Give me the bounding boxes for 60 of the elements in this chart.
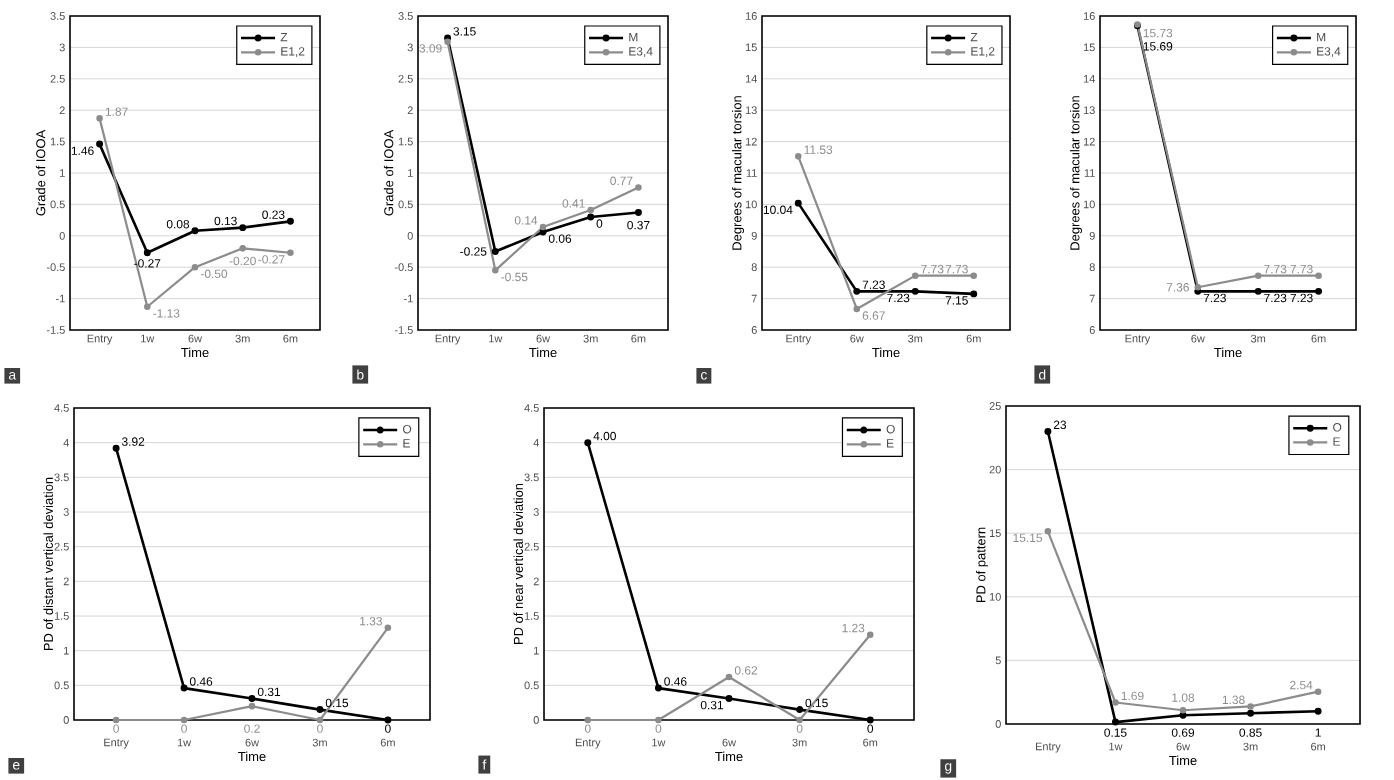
- point: [634, 209, 642, 217]
- point: [384, 624, 392, 632]
- point: [866, 631, 874, 639]
- point: [180, 684, 188, 692]
- point: [866, 716, 874, 724]
- point: [384, 716, 392, 724]
- point: [112, 716, 120, 724]
- point: [970, 272, 978, 279]
- point: [584, 716, 592, 724]
- point: [1247, 709, 1255, 717]
- point: [970, 290, 978, 298]
- point: [191, 227, 199, 235]
- point: [287, 249, 294, 257]
- point: [143, 249, 151, 257]
- point: [1044, 427, 1052, 435]
- point: [1111, 718, 1119, 726]
- point: [144, 303, 151, 311]
- point: [239, 224, 247, 232]
- point: [539, 223, 547, 231]
- point: [180, 716, 188, 724]
- point: [316, 706, 324, 714]
- point: [655, 716, 662, 724]
- point: [316, 716, 324, 724]
- point: [1247, 703, 1254, 710]
- point: [794, 153, 802, 160]
- point: [911, 272, 919, 279]
- point: [96, 115, 103, 122]
- point: [725, 695, 733, 702]
- point: [725, 673, 733, 681]
- point: [248, 702, 256, 710]
- point: [1179, 711, 1187, 719]
- point: [1315, 272, 1322, 279]
- point: [492, 267, 499, 274]
- point: [286, 217, 294, 225]
- point: [1254, 287, 1262, 295]
- point: [635, 184, 642, 191]
- point: [794, 199, 802, 207]
- point: [1314, 688, 1322, 695]
- point: [1112, 699, 1119, 706]
- point: [491, 248, 499, 255]
- point: [112, 444, 120, 452]
- point: [1314, 707, 1322, 715]
- point: [584, 439, 592, 447]
- point: [248, 695, 256, 702]
- point: [539, 228, 547, 236]
- point: [1254, 272, 1262, 279]
- point: [96, 140, 104, 148]
- point: [587, 213, 595, 221]
- point: [911, 287, 919, 295]
- point: [1315, 287, 1323, 295]
- point: [587, 206, 595, 214]
- point: [1044, 528, 1052, 535]
- point: [853, 305, 861, 313]
- point: [191, 263, 199, 271]
- point: [239, 245, 246, 252]
- point: [1179, 706, 1187, 714]
- point: [853, 287, 861, 295]
- point: [796, 716, 803, 724]
- point: [654, 684, 662, 692]
- point: [796, 706, 804, 714]
